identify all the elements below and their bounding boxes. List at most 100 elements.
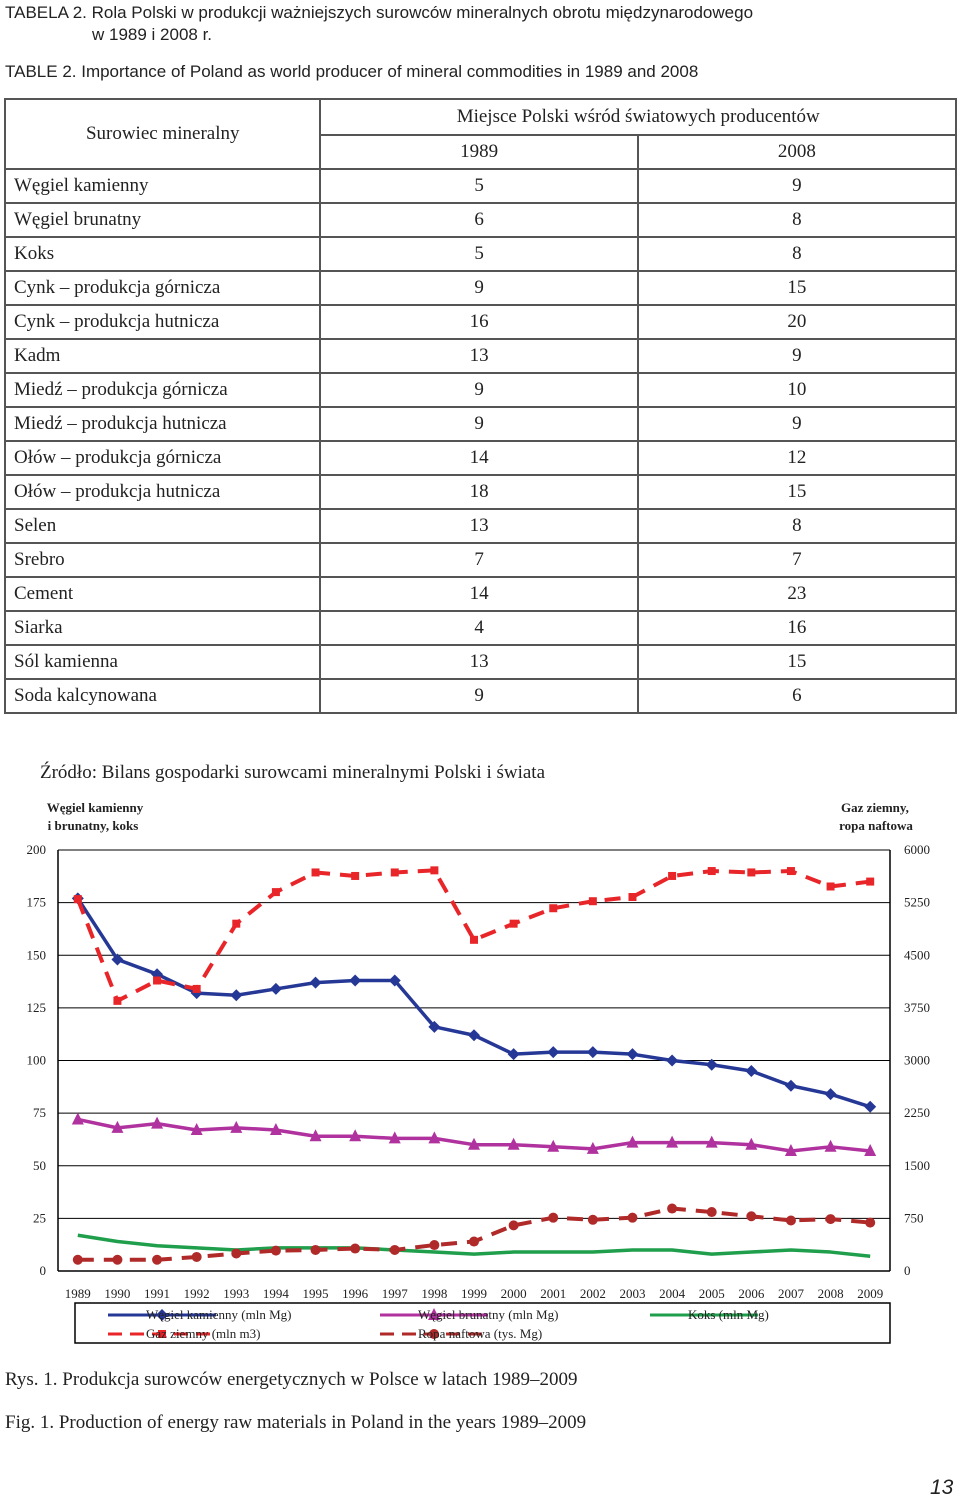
data-point	[232, 919, 241, 928]
rank-2008-cell: 16	[636, 610, 958, 646]
legend-label: Gaz ziemny (mln m3)	[146, 1326, 260, 1341]
rank-2008-cell: 15	[636, 270, 958, 306]
data-point	[626, 1048, 639, 1061]
x-tick-label: 2003	[619, 1286, 645, 1301]
mineral-name-cell: Ołów – produkcja górnicza	[3, 440, 322, 476]
legend-label: Węgiel brunatny (mln Mg)	[418, 1307, 558, 1322]
data-point	[666, 1054, 679, 1067]
left-tick-label: 125	[27, 1000, 47, 1015]
page-number: 13	[930, 1476, 954, 1499]
legend-marker	[158, 1330, 166, 1338]
x-tick-label: 1999	[461, 1286, 487, 1301]
data-point	[786, 867, 795, 876]
x-tick-label: 2002	[580, 1286, 606, 1301]
x-tick-label: 1990	[104, 1286, 130, 1301]
x-tick-label: 1998	[421, 1286, 447, 1301]
data-point	[548, 1212, 559, 1223]
data-point	[350, 1243, 361, 1254]
rank-1989-cell: 16	[319, 304, 639, 340]
data-point	[785, 1215, 796, 1226]
rank-1989-cell: 14	[319, 576, 639, 612]
figure-caption-english: Fig. 1. Production of energy raw materia…	[5, 1412, 587, 1433]
rank-1989-cell: 6	[319, 202, 639, 238]
rank-2008-cell: 12	[636, 440, 958, 476]
right-tick-label: 5250	[904, 895, 930, 910]
table-row: Selen 13 8	[3, 508, 958, 544]
data-point	[112, 1254, 123, 1265]
data-point	[190, 1122, 203, 1135]
data-point	[706, 1207, 717, 1218]
data-point	[390, 868, 399, 877]
right-tick-label: 2250	[904, 1105, 930, 1120]
data-point	[72, 1254, 83, 1265]
table-row: Sól kamienna 13 15	[3, 644, 958, 680]
figure-caption-polish: Rys. 1. Produkcja surowców energetycznyc…	[5, 1369, 578, 1390]
data-point	[429, 1240, 440, 1251]
table-row: Miedź – produkcja górnicza 9 10	[3, 372, 958, 408]
left-axis-label-line2: i brunatny, koks	[48, 818, 139, 833]
data-point	[667, 1203, 678, 1214]
table-row: Kadm 13 9	[3, 338, 958, 374]
data-point	[389, 1244, 400, 1255]
data-point	[507, 1048, 520, 1061]
x-tick-label: 1996	[342, 1286, 369, 1301]
mineral-name-cell: Koks	[3, 236, 322, 272]
data-point	[111, 953, 124, 966]
data-point	[588, 897, 597, 906]
rank-2008-cell: 9	[636, 406, 958, 442]
series-line-3	[75, 868, 871, 1003]
data-point	[271, 888, 280, 897]
data-point	[231, 1248, 242, 1259]
data-point	[864, 1100, 877, 1113]
data-point	[270, 1245, 281, 1256]
right-tick-label: 750	[904, 1210, 924, 1225]
rank-2008-cell: 8	[636, 202, 958, 238]
rank-1989-cell: 13	[319, 338, 639, 374]
table-row: Ołów – produkcja górnicza 14 12	[3, 440, 958, 476]
data-point	[192, 984, 201, 993]
data-point	[191, 1251, 202, 1262]
legend-marker	[428, 1308, 440, 1320]
mineral-name-cell: Soda kalcynowana	[3, 678, 322, 714]
data-point	[311, 868, 320, 877]
data-point	[626, 1135, 639, 1148]
right-tick-label: 3750	[904, 1000, 930, 1015]
x-tick-label: 2004	[659, 1286, 686, 1301]
x-tick-label: 2005	[699, 1286, 725, 1301]
data-point	[628, 893, 637, 902]
left-tick-label: 175	[27, 895, 47, 910]
x-tick-label: 1989	[65, 1286, 91, 1301]
data-point	[351, 871, 360, 880]
data-point	[707, 867, 716, 876]
table-row: Węgiel brunatny 6 8	[3, 202, 958, 238]
table-row: Srebro 7 7	[3, 542, 958, 578]
data-point	[230, 989, 243, 1002]
data-point	[549, 904, 558, 913]
legend-marker	[429, 1329, 439, 1339]
data-point	[309, 1129, 322, 1142]
table-caption-english: TABLE 2. Importance of Poland as world p…	[5, 62, 699, 81]
rank-1989-cell: 7	[319, 542, 639, 578]
x-tick-label: 2000	[501, 1286, 527, 1301]
rank-2008-cell: 7	[636, 542, 958, 578]
data-point	[469, 1236, 479, 1247]
data-point	[71, 1112, 84, 1125]
rank-2008-cell: 9	[636, 338, 958, 374]
chart-tick-labels: 0 0 25 750 50 1500 75 2250 100 3000 125 3750 150 4500…	[27, 842, 931, 1301]
legend-label: Ropa naftowa (tys. Mg)	[418, 1326, 542, 1341]
mineral-ranking-table: Surowiec mineralny Miejsce Polski wśród …	[3, 98, 958, 714]
data-point	[507, 1137, 520, 1150]
rank-1989-cell: 9	[319, 270, 639, 306]
data-point	[73, 895, 82, 904]
table-caption-polish-continued: w 1989 i 2008 r.	[92, 25, 213, 44]
right-tick-label: 6000	[904, 842, 930, 857]
data-point	[865, 1217, 876, 1228]
data-point	[388, 1131, 401, 1144]
header-year-2008: 2008	[636, 134, 958, 170]
data-point	[470, 935, 478, 944]
rank-1989-cell: 9	[319, 372, 639, 408]
data-point	[428, 1020, 441, 1033]
rank-1989-cell: 14	[319, 440, 639, 476]
rank-1989-cell: 13	[319, 644, 639, 680]
legend-label: Koks (mln Mg)	[688, 1307, 769, 1322]
